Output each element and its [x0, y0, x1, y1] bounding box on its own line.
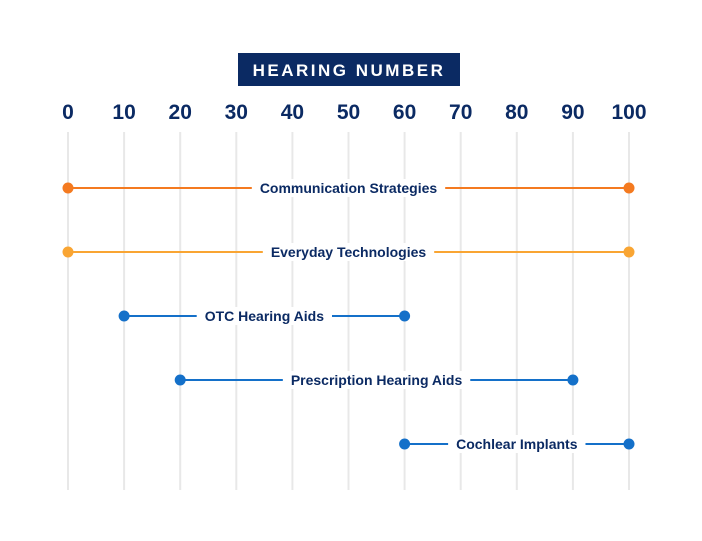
x-tick-label: 40: [281, 101, 304, 124]
chart-title-background: [238, 53, 460, 86]
x-tick-label: 50: [337, 101, 360, 124]
range-bar-label: OTC Hearing Aids: [205, 308, 324, 324]
range-bar: Everyday Technologies: [62, 243, 635, 261]
range-bar: Cochlear Implants: [399, 435, 635, 453]
range-bar-label: Everyday Technologies: [271, 244, 427, 260]
x-tick-label: 30: [225, 101, 248, 124]
x-tick-label: 90: [561, 101, 584, 124]
range-bar-label: Prescription Hearing Aids: [291, 372, 463, 388]
range-start-point: [399, 438, 411, 450]
chart-title: HEARING NUMBER: [238, 53, 460, 86]
x-tick-label: 0: [62, 101, 74, 124]
range-end-point: [623, 438, 635, 450]
range-end-point: [623, 182, 635, 194]
x-tick-label: 20: [169, 101, 192, 124]
range-bar: Prescription Hearing Aids: [174, 371, 579, 389]
range-bar-label: Communication Strategies: [260, 180, 438, 196]
range-end-point: [399, 310, 411, 322]
x-tick-label: 100: [611, 101, 646, 124]
range-bar-label-background: [448, 435, 586, 453]
range-bar-label-background: [262, 243, 435, 261]
x-tick-label: 10: [112, 101, 135, 124]
range-bar-label-background: [282, 371, 471, 389]
range-bar: OTC Hearing Aids: [118, 307, 411, 325]
x-axis-tick-labels: 0 10 20 30 40 50 60 70 80 90 100: [62, 101, 646, 124]
range-bar-label-background: [196, 307, 332, 325]
range-start-point: [62, 182, 74, 194]
range-start-point: [118, 310, 130, 322]
x-tick-label: 60: [393, 101, 416, 124]
x-tick-label: 80: [505, 101, 528, 124]
range-bar-label: Cochlear Implants: [456, 436, 578, 452]
x-tick-label: 70: [449, 101, 472, 124]
range-end-point: [567, 374, 579, 386]
range-start-point: [62, 246, 74, 258]
range-start-point: [174, 374, 186, 386]
chart-title-text: HEARING NUMBER: [253, 61, 446, 80]
range-bars: Communication Strategies Everyday Technol…: [62, 179, 635, 453]
range-bar-label-background: [251, 179, 446, 197]
range-end-point: [623, 246, 635, 258]
range-bar: Communication Strategies: [62, 179, 635, 197]
